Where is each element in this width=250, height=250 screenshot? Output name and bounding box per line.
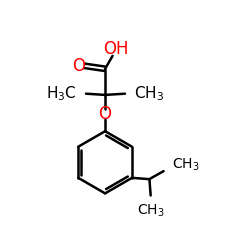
Text: O: O [98,105,112,123]
Text: H$_3$C: H$_3$C [46,84,76,103]
Text: O: O [72,57,86,75]
Text: OH: OH [104,40,129,58]
Text: CH$_3$: CH$_3$ [172,156,200,173]
Text: CH$_3$: CH$_3$ [137,202,164,218]
Text: CH$_3$: CH$_3$ [134,84,164,103]
